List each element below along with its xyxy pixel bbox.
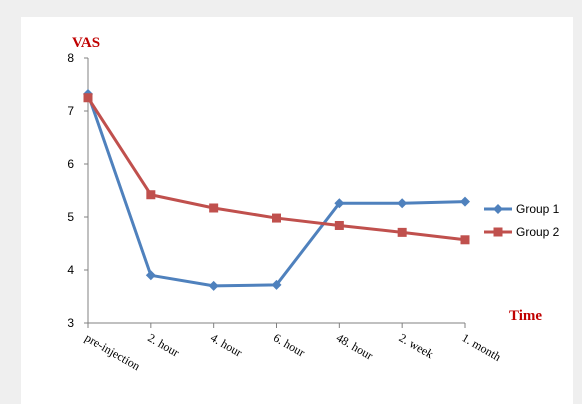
legend-item-2-label: Group 2 xyxy=(516,225,560,239)
legend: Group 1 Group 2 xyxy=(484,202,560,239)
series-1-point xyxy=(397,198,408,209)
legend-item-2-point xyxy=(493,227,503,237)
series-1-point xyxy=(271,279,282,290)
x-tick-label: 6. hour xyxy=(271,330,307,359)
y-tick-label: 3 xyxy=(67,316,74,330)
series-2-point xyxy=(460,235,470,245)
series-2-point xyxy=(146,190,156,200)
series-1-point xyxy=(145,270,156,281)
legend-item-2: Group 2 xyxy=(484,225,560,239)
series-layer xyxy=(83,89,470,291)
y-tick-label: 5 xyxy=(67,210,74,224)
series-2-point xyxy=(334,220,344,230)
x-ticks: pre-injection 2. hour 4. hour 6. hour 48. ho… xyxy=(83,323,504,373)
y-tick-label: 6 xyxy=(67,157,74,171)
x-tick-label: 2. hour xyxy=(145,330,181,359)
series-1-point xyxy=(208,280,219,291)
x-tick-label: 4. hour xyxy=(208,330,244,359)
series-2-point xyxy=(209,203,219,213)
x-tick-label: 1. month xyxy=(460,330,504,363)
series-2-point xyxy=(272,213,281,223)
series-2-point xyxy=(83,93,93,103)
x-tick-label: 2. week xyxy=(397,330,436,361)
y-tick-label: 8 xyxy=(67,51,74,65)
y-ticks: 3 4 5 6 7 8 xyxy=(67,51,88,330)
legend-item-1-label: Group 1 xyxy=(516,202,560,216)
y-tick-label: 4 xyxy=(67,263,74,277)
series-1-point xyxy=(460,196,470,207)
series-1 xyxy=(83,89,470,291)
y-axis-title: VAS xyxy=(72,35,100,51)
series-1-line xyxy=(86,93,466,288)
series-1-point xyxy=(334,198,345,209)
series-2-point xyxy=(397,227,407,237)
y-tick-label: 7 xyxy=(67,104,74,118)
x-tick-label: pre-injection xyxy=(83,330,143,373)
series-2 xyxy=(83,93,470,245)
legend-item-1-point xyxy=(493,204,503,214)
x-tick-label: 48. hour xyxy=(334,330,376,362)
legend-item-1: Group 1 xyxy=(484,202,560,216)
x-axis-title: Time xyxy=(509,308,542,324)
chart-panel xyxy=(21,17,573,404)
